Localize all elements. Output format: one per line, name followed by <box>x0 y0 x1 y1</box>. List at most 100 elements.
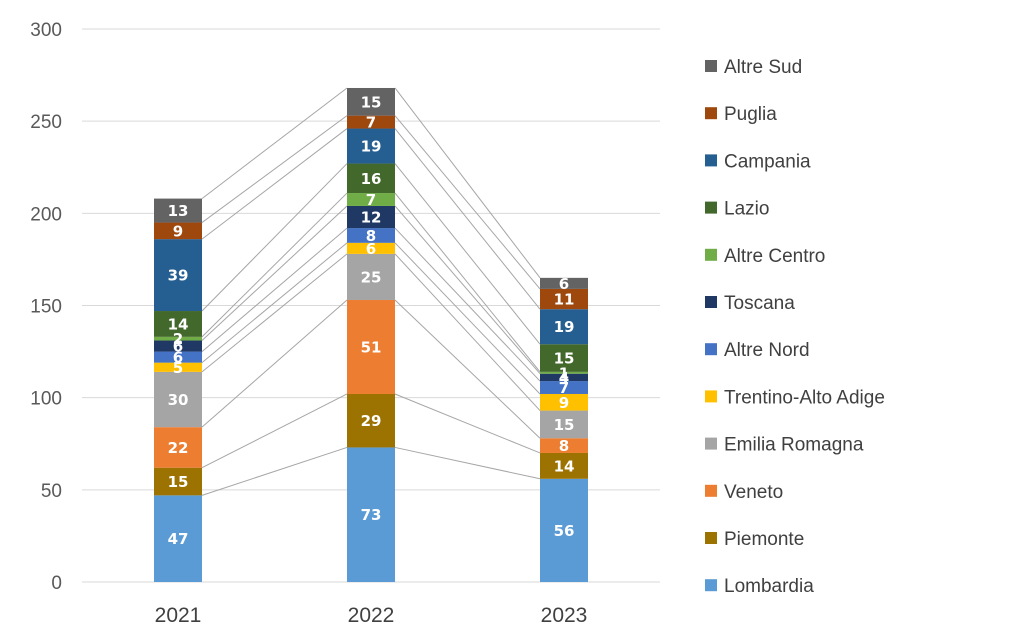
bar-altre-sud-2023 <box>540 277 588 289</box>
series-line-veneto <box>201 299 348 428</box>
bar-puglia-2021 <box>154 222 202 240</box>
bar-piemonte-2021 <box>154 467 202 496</box>
bar-altre-nord-2021 <box>154 351 202 363</box>
bar-trentino-alto-adige-2021 <box>154 362 202 372</box>
series-line-lombardia <box>201 446 348 496</box>
series-line-piemonte <box>201 393 348 469</box>
bar-altre-sud-2021 <box>154 198 202 223</box>
bar-lombardia-2021 <box>154 495 202 582</box>
data-label-veneto-2021: 22 <box>168 439 189 457</box>
y-tick-label: 150 <box>30 297 62 318</box>
y-axis: 0 50 100 150 200 250 300 <box>30 20 62 594</box>
bar-campania-2022 <box>347 128 395 164</box>
legend: Altre Sud Puglia Campania Lazio Altre Centro… <box>705 57 885 597</box>
legend-label-piemonte: Piemonte <box>724 529 804 550</box>
legend-label-lazio: Lazio <box>724 199 769 220</box>
data-label-altre-sud-2023: 6 <box>559 275 569 293</box>
series-line-veneto <box>394 299 541 439</box>
series-line-toscana <box>201 205 348 341</box>
data-label-altre-centro-2023: 1 <box>559 364 569 382</box>
y-tick-label: 200 <box>30 204 62 225</box>
bar-piemonte-2023 <box>540 452 588 479</box>
data-label-campania-2023: 19 <box>554 318 575 336</box>
y-tick-label: 50 <box>41 481 62 502</box>
bar-emilia-romagna-2022 <box>347 253 395 300</box>
legend-swatch-altre-centro <box>705 248 717 261</box>
legend-label-campania: Campania <box>724 151 811 172</box>
bar-toscana-2022 <box>347 205 395 229</box>
legend-swatch-emilia-romagna <box>705 437 717 450</box>
data-label-altre-nord-2022: 8 <box>366 227 376 245</box>
legend-swatch-puglia <box>705 107 717 120</box>
series-line-lazio <box>201 163 348 312</box>
data-labels: 4773561529142251830251556968761242711416… <box>168 93 575 548</box>
legend-label-emilia-romagna: Emilia Romagna <box>724 435 864 456</box>
data-label-toscana-2022: 12 <box>361 209 382 227</box>
bar-emilia-romagna-2023 <box>540 410 588 439</box>
series-line-campania <box>394 128 541 310</box>
bar-puglia-2023 <box>540 288 588 310</box>
series-line-altre-sud <box>201 87 348 199</box>
bar-altre-nord-2022 <box>347 228 395 243</box>
bars <box>154 87 588 582</box>
series-line-altre-centro <box>394 192 541 373</box>
series-line-lazio <box>394 163 541 345</box>
bar-emilia-romagna-2021 <box>154 371 202 428</box>
data-label-trentino-alto-adige-2023: 9 <box>559 394 569 412</box>
data-label-trentino-alto-adige-2022: 6 <box>366 240 376 258</box>
legend-label-altre-sud: Altre Sud <box>724 57 802 78</box>
data-label-emilia-romagna-2021: 30 <box>168 391 189 409</box>
legend-swatch-veneto <box>705 484 717 497</box>
x-axis: 2021 2022 2023 <box>155 604 588 627</box>
bar-trentino-alto-adige-2022 <box>347 242 395 254</box>
legend-swatch-lazio <box>705 201 717 214</box>
legend-label-altre-centro: Altre Centro <box>724 246 825 267</box>
legend-swatch-piemonte <box>705 532 717 544</box>
data-label-lazio-2022: 16 <box>361 170 382 188</box>
data-label-veneto-2023: 8 <box>559 437 569 455</box>
legend-label-veneto: Veneto <box>724 482 783 503</box>
series-line-trentino-alto-adige <box>394 242 541 395</box>
series-line-campania <box>201 128 348 240</box>
data-label-veneto-2022: 51 <box>361 338 382 356</box>
legend-swatch-toscana <box>705 296 717 308</box>
bar-lazio-2022 <box>347 163 395 194</box>
series-line-altre-nord <box>394 227 541 382</box>
data-label-campania-2021: 39 <box>168 267 189 285</box>
data-label-lombardia-2023: 56 <box>554 522 575 540</box>
legend-swatch-altre-nord <box>705 343 717 356</box>
legend-swatch-altre-sud <box>705 60 717 72</box>
bar-altre-centro-2021 <box>154 336 202 341</box>
data-label-altre-centro-2022: 7 <box>366 191 376 209</box>
data-label-piemonte-2023: 14 <box>554 457 575 475</box>
series-line-piemonte <box>394 393 541 454</box>
data-label-lombardia-2021: 47 <box>168 530 189 548</box>
x-category-label: 2023 <box>541 604 588 627</box>
data-label-altre-nord-2023: 7 <box>559 379 569 397</box>
bar-altre-nord-2023 <box>540 381 588 394</box>
series-line-emilia-romagna <box>201 253 348 373</box>
legend-label-lombardia: Lombardia <box>724 576 814 597</box>
data-label-trentino-alto-adige-2021: 5 <box>173 359 183 377</box>
data-label-piemonte-2022: 29 <box>361 412 382 430</box>
series-line-emilia-romagna <box>394 253 541 411</box>
bar-campania-2021 <box>154 239 202 312</box>
data-label-lombardia-2022: 73 <box>361 506 382 524</box>
bar-campania-2023 <box>540 309 588 345</box>
data-label-toscana-2021: 6 <box>173 338 183 356</box>
legend-label-trentino-alto-adige: Trentino-Alto Adige <box>724 387 885 408</box>
series-line-altre-centro <box>201 192 348 338</box>
data-label-puglia-2023: 11 <box>554 291 575 309</box>
y-tick-label: 100 <box>30 389 62 410</box>
data-label-altre-sud-2022: 15 <box>361 93 382 111</box>
series-line-altre-sud <box>394 87 541 279</box>
series-line-puglia <box>201 115 348 223</box>
series-line-altre-nord <box>201 227 348 352</box>
bar-veneto-2022 <box>347 299 395 394</box>
bar-puglia-2022 <box>347 115 395 129</box>
legend-label-toscana: Toscana <box>724 293 795 314</box>
legend-label-puglia: Puglia <box>724 104 777 125</box>
legend-swatch-campania <box>705 154 717 167</box>
y-tick-label: 300 <box>30 20 62 41</box>
